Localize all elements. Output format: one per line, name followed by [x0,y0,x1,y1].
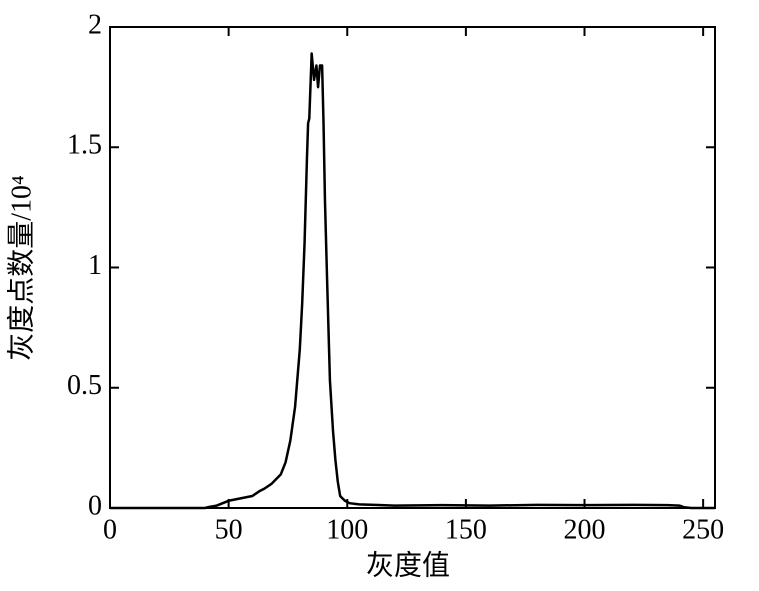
y-tick-label: 0.5 [67,370,102,401]
x-tick-label: 200 [564,514,606,545]
y-tick-label: 2 [88,9,102,40]
y-axis-label: 灰度点数量/10⁴ [5,175,37,361]
y-tick-label: 0 [88,490,102,521]
x-tick-label: 50 [215,514,243,545]
x-tick-label: 250 [682,514,724,545]
x-tick-label: 0 [103,514,117,545]
x-tick-label: 150 [445,514,487,545]
y-tick-label: 1.5 [67,130,102,161]
plot-frame [109,26,716,509]
y-tick-label: 1 [88,250,102,281]
x-tick-label: 100 [326,514,368,545]
data-line [110,52,715,510]
x-axis-label: 灰度值 [366,549,450,581]
